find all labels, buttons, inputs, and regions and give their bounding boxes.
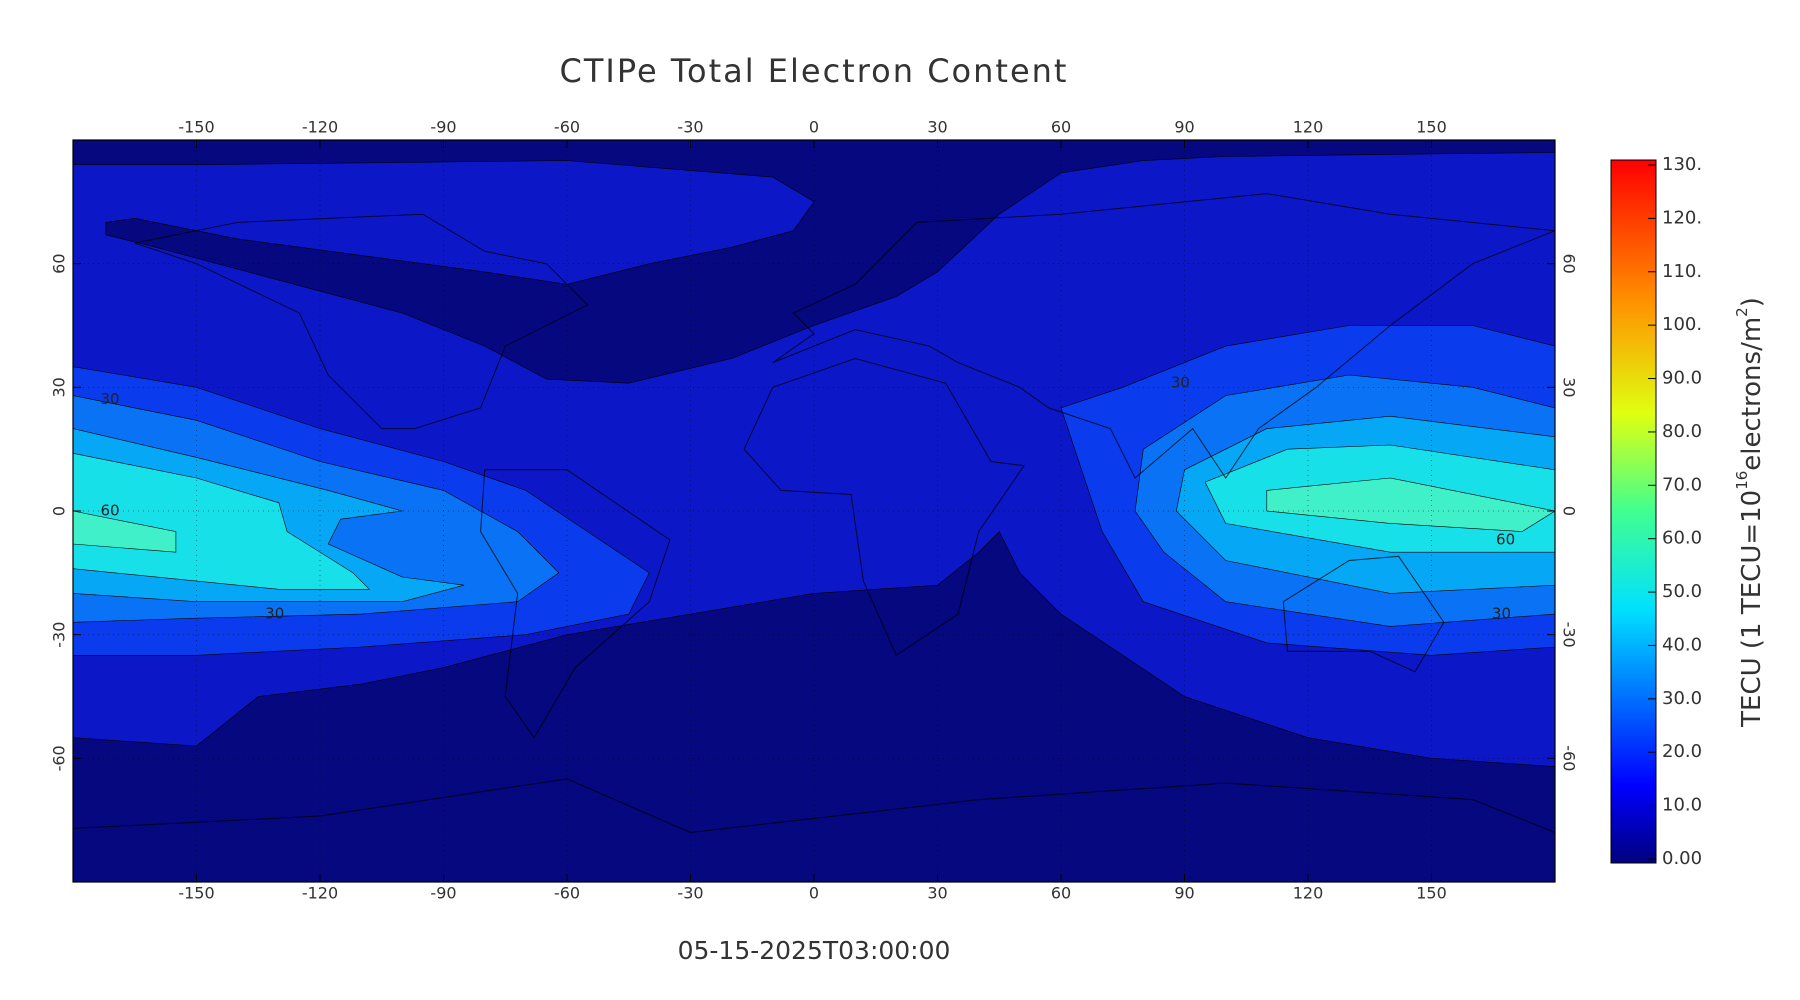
y-tick-label: 60 [1560, 253, 1579, 273]
x-tick-label: 150 [1416, 118, 1447, 137]
coastline [73, 778, 1555, 834]
x-tick-label: -30 [677, 884, 703, 903]
contour-band [73, 140, 1555, 384]
x-tick-label: 0 [809, 118, 819, 137]
x-tick-label: -90 [430, 884, 456, 903]
y-tick-label: 60 [50, 253, 69, 273]
x-tick-label: -150 [178, 118, 214, 137]
x-tick-label: 120 [1293, 118, 1324, 137]
label-part: ) [1737, 297, 1767, 307]
colorbar-tick-label: 0.00 [1662, 848, 1702, 869]
colorbar-tick-label: 100. [1662, 314, 1702, 335]
x-tick-label: -120 [302, 118, 338, 137]
label-part: TECU (1 TECU=10 [1737, 490, 1767, 728]
x-tick-label: 150 [1416, 884, 1447, 903]
x-tick-label: 30 [927, 884, 947, 903]
contour-label: 60 [101, 502, 120, 520]
colorbar-tick-label: 120. [1662, 207, 1702, 228]
y-tick-label: -60 [50, 745, 69, 771]
contour-label: 30 [265, 605, 284, 623]
timestamp: 05-15-2025T03:00:00 [678, 936, 951, 965]
map-frame [72, 139, 1556, 883]
colorbar-tick-label: 50.0 [1662, 581, 1702, 602]
x-tick-label: -30 [677, 118, 703, 137]
x-tick-label: 60 [1051, 884, 1071, 903]
contour-band [73, 531, 1555, 882]
colorbar-tick-label: 70.0 [1662, 474, 1702, 495]
label-part: electrons/m [1737, 317, 1767, 471]
colorbar-tick-label: 60.0 [1662, 528, 1702, 549]
y-tick-label: 30 [50, 377, 69, 397]
y-tick-label: 0 [1560, 506, 1579, 516]
colorbar-tick-label: 110. [1662, 261, 1702, 282]
coastline [480, 469, 671, 739]
x-tick-label: -120 [302, 884, 338, 903]
x-tick-label: 30 [927, 118, 947, 137]
colorbar-tick-label: 130. [1662, 154, 1702, 175]
colorbar [1610, 159, 1657, 864]
contour-label: 30 [101, 390, 120, 408]
coastline [743, 357, 1025, 657]
coastline [772, 193, 1555, 479]
x-tick-label: 60 [1051, 118, 1071, 137]
coastline [1282, 555, 1445, 673]
y-tick-label: 30 [1560, 377, 1579, 397]
x-tick-label: -60 [554, 884, 580, 903]
y-tick-label: -30 [1560, 622, 1579, 648]
map [73, 140, 1555, 882]
x-tick-label: 90 [1174, 118, 1194, 137]
contour-label: 30 [1492, 605, 1511, 623]
colorbar-tick-label: 80.0 [1662, 421, 1702, 442]
y-tick-label: 0 [50, 506, 69, 516]
x-tick-label: -90 [430, 118, 456, 137]
contour-band [73, 452, 371, 590]
label-sup: 2 [1733, 307, 1751, 317]
label-sup: 16 [1733, 471, 1751, 490]
contour-label: 30 [1171, 374, 1190, 392]
x-tick-label: 0 [809, 884, 819, 903]
x-tick-label: 90 [1174, 884, 1194, 903]
contour-band [1266, 477, 1555, 532]
colorbar-label: TECU (1 TECU=1016electrons/m2) [1733, 297, 1767, 728]
contour-band [73, 510, 177, 553]
colorbar-tick-label: 20.0 [1662, 741, 1702, 762]
colorbar-tick-label: 40.0 [1662, 634, 1702, 655]
coastline [134, 213, 589, 430]
contour-label: 60 [1496, 530, 1515, 548]
x-tick-label: -150 [178, 884, 214, 903]
y-tick-label: -60 [1560, 745, 1579, 771]
colorbar-tick-label: 30.0 [1662, 688, 1702, 709]
x-tick-label: -60 [554, 118, 580, 137]
y-tick-label: -30 [50, 622, 69, 648]
colorbar-tick-label: 10.0 [1662, 795, 1702, 816]
colorbar-tick-label: 90.0 [1662, 368, 1702, 389]
x-tick-label: 120 [1293, 884, 1324, 903]
title: CTIPe Total Electron Content [560, 52, 1069, 90]
